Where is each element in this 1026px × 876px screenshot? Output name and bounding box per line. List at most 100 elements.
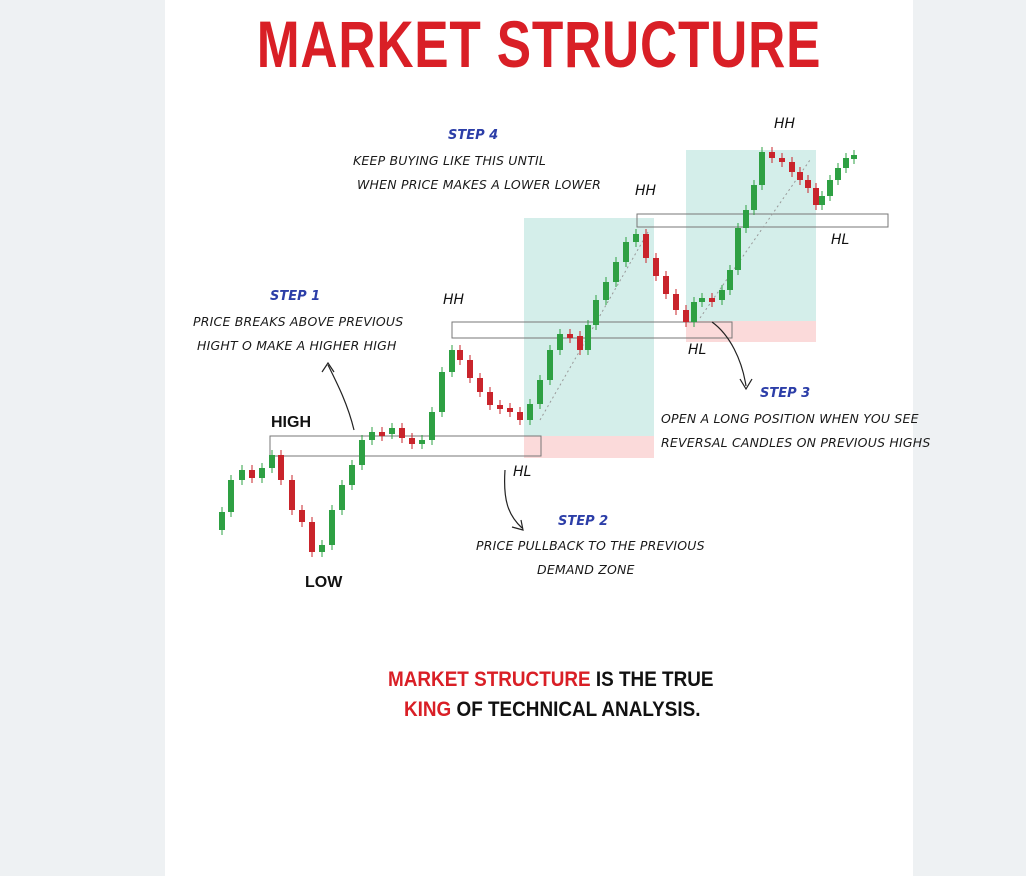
label-hh-3: HH bbox=[774, 116, 796, 132]
tagline-text-1: IS THE TRUE bbox=[590, 668, 714, 691]
candle-bearish bbox=[805, 180, 811, 188]
candle-bearish bbox=[643, 234, 649, 258]
arrow-step2 bbox=[503, 469, 523, 529]
candle-bullish bbox=[439, 372, 445, 412]
candle-bullish bbox=[329, 510, 335, 545]
candle-bullish bbox=[603, 282, 609, 300]
candle-bullish bbox=[735, 228, 741, 270]
buy-zone-2 bbox=[686, 150, 816, 321]
candle-bullish bbox=[369, 432, 375, 440]
candle-bearish bbox=[517, 412, 523, 420]
candle-bearish bbox=[813, 188, 819, 205]
candle-bearish bbox=[779, 158, 785, 162]
arrow-step3 bbox=[711, 321, 747, 387]
candle-bearish bbox=[797, 172, 803, 180]
trajectory-line-2 bbox=[699, 159, 811, 319]
page-title: MARKET STRUCTURE bbox=[256, 7, 822, 81]
step4-label: STEP 4 bbox=[448, 128, 499, 143]
candle-bullish bbox=[449, 350, 455, 372]
level-box-hh2 bbox=[636, 213, 889, 228]
candle-bullish bbox=[228, 480, 234, 512]
tagline-line1: MARKET STRUCTURE IS THE TRUE bbox=[388, 668, 714, 692]
candle-bullish bbox=[527, 404, 533, 420]
candle-bearish bbox=[249, 470, 255, 478]
candle-bullish bbox=[537, 380, 543, 404]
label-high: HIGH bbox=[271, 414, 311, 431]
candle-bullish bbox=[557, 334, 563, 350]
candle-bullish bbox=[613, 262, 619, 282]
label-hl-3: HL bbox=[831, 232, 850, 248]
candle-bearish bbox=[457, 350, 463, 360]
candle-bullish bbox=[547, 350, 553, 380]
step2-label: STEP 2 bbox=[558, 514, 609, 529]
candle-bullish bbox=[759, 152, 765, 185]
arrow-step1 bbox=[327, 364, 355, 431]
candle-bearish bbox=[567, 334, 573, 338]
candle-bearish bbox=[379, 432, 385, 436]
stop-zone-1 bbox=[524, 436, 654, 458]
candle-bullish bbox=[699, 298, 705, 302]
candle-bullish bbox=[585, 325, 591, 350]
level-box-hh1 bbox=[451, 321, 733, 339]
candle-bullish bbox=[691, 302, 697, 322]
candle-bullish bbox=[259, 468, 265, 478]
step2-text-line2: DEMAND ZONE bbox=[537, 562, 635, 577]
step4-text-line2: WHEN PRICE MAKES A LOWER LOWER bbox=[357, 177, 602, 192]
candle-bullish bbox=[843, 158, 849, 168]
candle-bearish bbox=[409, 438, 415, 444]
candle-bullish bbox=[429, 412, 435, 440]
arrow-step3-head bbox=[739, 378, 753, 391]
stop-zone-2 bbox=[686, 321, 816, 342]
candle-bearish bbox=[278, 455, 284, 480]
trajectory-line-1 bbox=[539, 231, 649, 421]
candle-bullish bbox=[727, 270, 733, 290]
candle-bearish bbox=[289, 480, 295, 510]
candle-bearish bbox=[507, 408, 513, 412]
candle-bearish bbox=[467, 360, 473, 378]
tagline-highlight-1: MARKET STRUCTURE bbox=[388, 668, 591, 691]
candle-bullish bbox=[851, 155, 857, 159]
candle-bearish bbox=[477, 378, 483, 392]
candle-bullish bbox=[827, 180, 833, 196]
candle-bearish bbox=[663, 276, 669, 294]
candle-bearish bbox=[653, 258, 659, 276]
level-box-high bbox=[269, 435, 542, 457]
candle-bullish bbox=[419, 440, 425, 444]
candle-bullish bbox=[349, 465, 355, 485]
candle-bullish bbox=[219, 512, 225, 530]
label-hh-1: HH bbox=[443, 292, 465, 308]
candle-bearish bbox=[709, 298, 715, 302]
arrow-step2-head bbox=[511, 519, 524, 531]
step3-label: STEP 3 bbox=[760, 386, 811, 401]
candle-bearish bbox=[769, 152, 775, 158]
candle-bearish bbox=[789, 162, 795, 172]
candle-bullish bbox=[389, 428, 395, 434]
candle-bullish bbox=[239, 470, 245, 480]
candle-bearish bbox=[673, 294, 679, 310]
candle-bullish bbox=[835, 168, 841, 180]
candle-bullish bbox=[819, 196, 825, 205]
tagline-text-2: OF TECHNICAL ANALYSIS. bbox=[451, 698, 701, 721]
step1-label: STEP 1 bbox=[270, 289, 321, 304]
candle-bearish bbox=[299, 510, 305, 522]
tagline-highlight-2: KING bbox=[404, 698, 452, 721]
label-hh-2: HH bbox=[635, 183, 657, 199]
candle-bullish bbox=[633, 234, 639, 242]
step3-text-line2: REVERSAL CANDLES ON PREVIOUS HIGHS bbox=[661, 435, 931, 450]
candle-bullish bbox=[319, 545, 325, 552]
candle-bullish bbox=[743, 210, 749, 228]
label-hl-2: HL bbox=[688, 342, 707, 358]
step3-text-line1: OPEN A LONG POSITION WHEN YOU SEE bbox=[661, 411, 919, 426]
candle-bearish bbox=[577, 336, 583, 350]
candle-bullish bbox=[593, 300, 599, 325]
candle-bearish bbox=[399, 428, 405, 438]
candle-bearish bbox=[497, 405, 503, 409]
candle-bearish bbox=[683, 310, 689, 322]
candles-group bbox=[219, 147, 857, 557]
arrow-step1-head bbox=[321, 361, 335, 373]
candle-bullish bbox=[269, 455, 275, 468]
tagline-line2: KING OF TECHNICAL ANALYSIS. bbox=[404, 698, 700, 722]
candle-bullish bbox=[359, 440, 365, 465]
candle-bullish bbox=[751, 185, 757, 210]
